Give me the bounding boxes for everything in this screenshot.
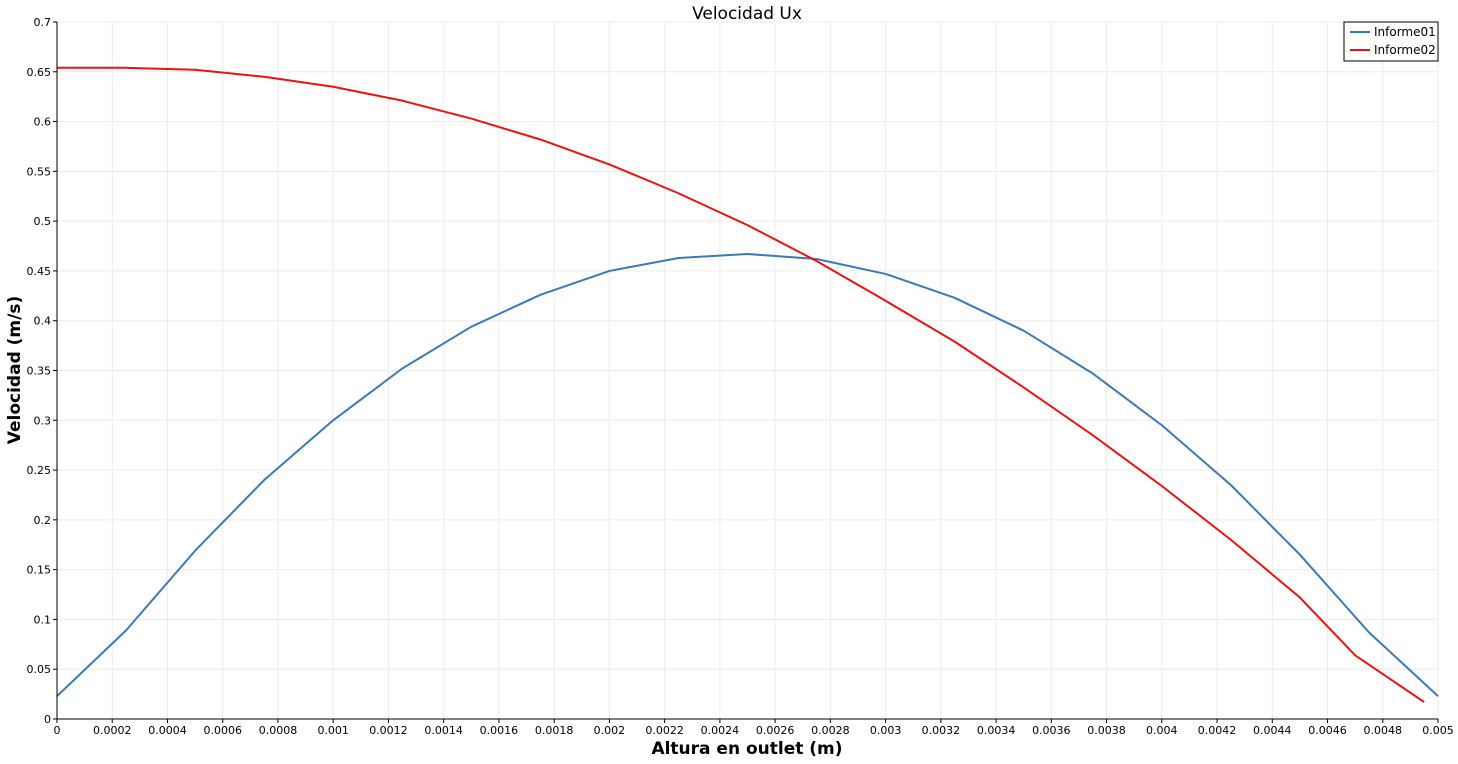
x-axis-ticks: 0 0.0002 0.0004 0.0006 0.0008 0.001 0.0012 0.00… [54,719,1454,737]
y-tick-label: 0.5 [34,215,52,228]
x-tick-label: 0.0038 [1087,724,1126,737]
x-tick-label: 0.0028 [811,724,850,737]
x-tick-label: 0.001 [317,724,349,737]
x-tick-label: 0.0046 [1308,724,1347,737]
x-tick-label: 0.0014 [424,724,463,737]
y-tick-label: 0.4 [34,315,52,328]
y-tick-label: 0.1 [34,613,52,626]
y-tick-label: 0.05 [27,663,52,676]
x-tick-label: 0.003 [870,724,902,737]
x-tick-label: 0.0032 [922,724,961,737]
y-tick-label: 0.25 [27,464,52,477]
series-lines [56,66,1439,703]
x-tick-label: 0.0044 [1253,724,1292,737]
x-tick-label: 0.0022 [645,724,684,737]
y-tick-label: 0.35 [27,365,52,378]
x-tick-label: 0.004 [1146,724,1178,737]
legend: Informe01 Informe02 [1343,21,1439,62]
x-axis-title: Altura en outlet (m) [651,739,842,759]
y-tick-label: 0.65 [27,66,52,79]
x-tick-label: 0.0012 [369,724,408,737]
x-tick-label: 0.002 [594,724,626,737]
x-tick-label: 0.0034 [977,724,1016,737]
x-tick-label: 0.0004 [148,724,187,737]
x-tick-label: 0.0002 [93,724,132,737]
x-tick-label: 0.0008 [259,724,298,737]
y-tick-label: 0.45 [27,265,52,278]
x-tick-label: 0.0042 [1198,724,1237,737]
x-tick-label: 0.005 [1422,724,1454,737]
chart-title: Velocidad Ux [692,4,802,24]
series-line-informe01 [56,253,1439,697]
legend-label-informe01: Informe01 [1374,25,1436,39]
x-tick-label: 0.0026 [756,724,795,737]
y-tick-label: 0.6 [34,116,52,129]
y-tick-label: 0.2 [34,514,52,527]
y-tick-label: 0.55 [27,165,52,178]
x-tick-label: 0.0018 [535,724,574,737]
y-tick-label: 0.3 [34,414,52,427]
y-tick-label: 0.7 [34,16,52,29]
x-tick-label: 0.0006 [203,724,242,737]
x-tick-label: 0.0024 [701,724,740,737]
grid [57,21,1439,719]
series-line-informe02 [57,66,1425,703]
x-tick-label: 0 [54,724,61,737]
y-tick-label: 0.15 [27,564,52,577]
legend-box [1343,21,1439,62]
y-axis-ticks: 0 0.05 0.1 0.15 0.2 0.25 0.3 0.35 0.4 0.45 0.5 0.55… [27,16,57,726]
x-tick-label: 0.0016 [480,724,519,737]
x-tick-label: 0.0048 [1364,724,1403,737]
legend-label-informe02: Informe02 [1374,43,1436,57]
y-tick-label: 0 [44,713,51,726]
y-axis-title: Velocidad (m/s) [5,296,25,444]
x-tick-label: 0.0036 [1032,724,1071,737]
